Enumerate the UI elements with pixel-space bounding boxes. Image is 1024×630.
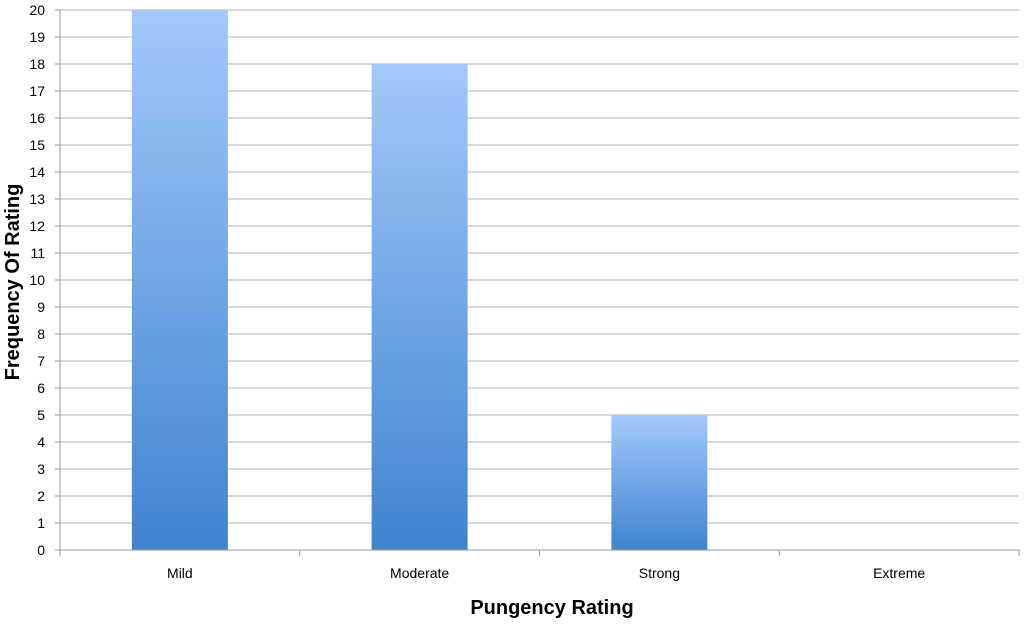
y-tick-label: 11 <box>30 245 45 261</box>
y-tick-label: 12 <box>29 218 45 234</box>
y-tick-label: 14 <box>29 164 45 180</box>
y-tick-label: 2 <box>37 488 45 504</box>
y-tick-label: 15 <box>29 137 45 153</box>
y-axis-title: Frequency Of Rating <box>2 184 24 381</box>
x-tick-label: Mild <box>167 565 193 581</box>
x-tick-label: Extreme <box>873 565 925 581</box>
y-tick-label: 17 <box>29 83 45 99</box>
bar-mild <box>131 10 228 550</box>
y-tick-label: 13 <box>29 191 45 207</box>
bar-strong <box>611 415 708 550</box>
y-tick-label: 9 <box>37 299 45 315</box>
y-tick-label: 0 <box>37 542 45 558</box>
x-tick-label: Strong <box>639 565 680 581</box>
x-tick-label: Moderate <box>390 565 449 581</box>
axes <box>59 10 1020 556</box>
y-tick-label: 20 <box>29 2 45 18</box>
x-tick-labels: Mild Moderate Strong Extreme <box>167 565 925 581</box>
y-tick-label: 1 <box>37 515 45 531</box>
y-tick-label: 4 <box>37 434 45 450</box>
bar-moderate <box>371 64 468 550</box>
y-tick-label: 3 <box>37 461 45 477</box>
x-axis-title: Pungency Rating <box>470 597 633 619</box>
y-tick-label: 6 <box>37 380 45 396</box>
y-tick-label: 16 <box>29 110 45 126</box>
y-tick-label: 8 <box>37 326 45 342</box>
y-tick-label: 5 <box>37 407 45 423</box>
y-tick-label: 10 <box>29 272 45 288</box>
y-tick-label: 18 <box>29 56 45 72</box>
bars <box>131 10 708 550</box>
y-tick-label: 19 <box>29 29 45 45</box>
y-tick-label: 7 <box>37 353 45 369</box>
